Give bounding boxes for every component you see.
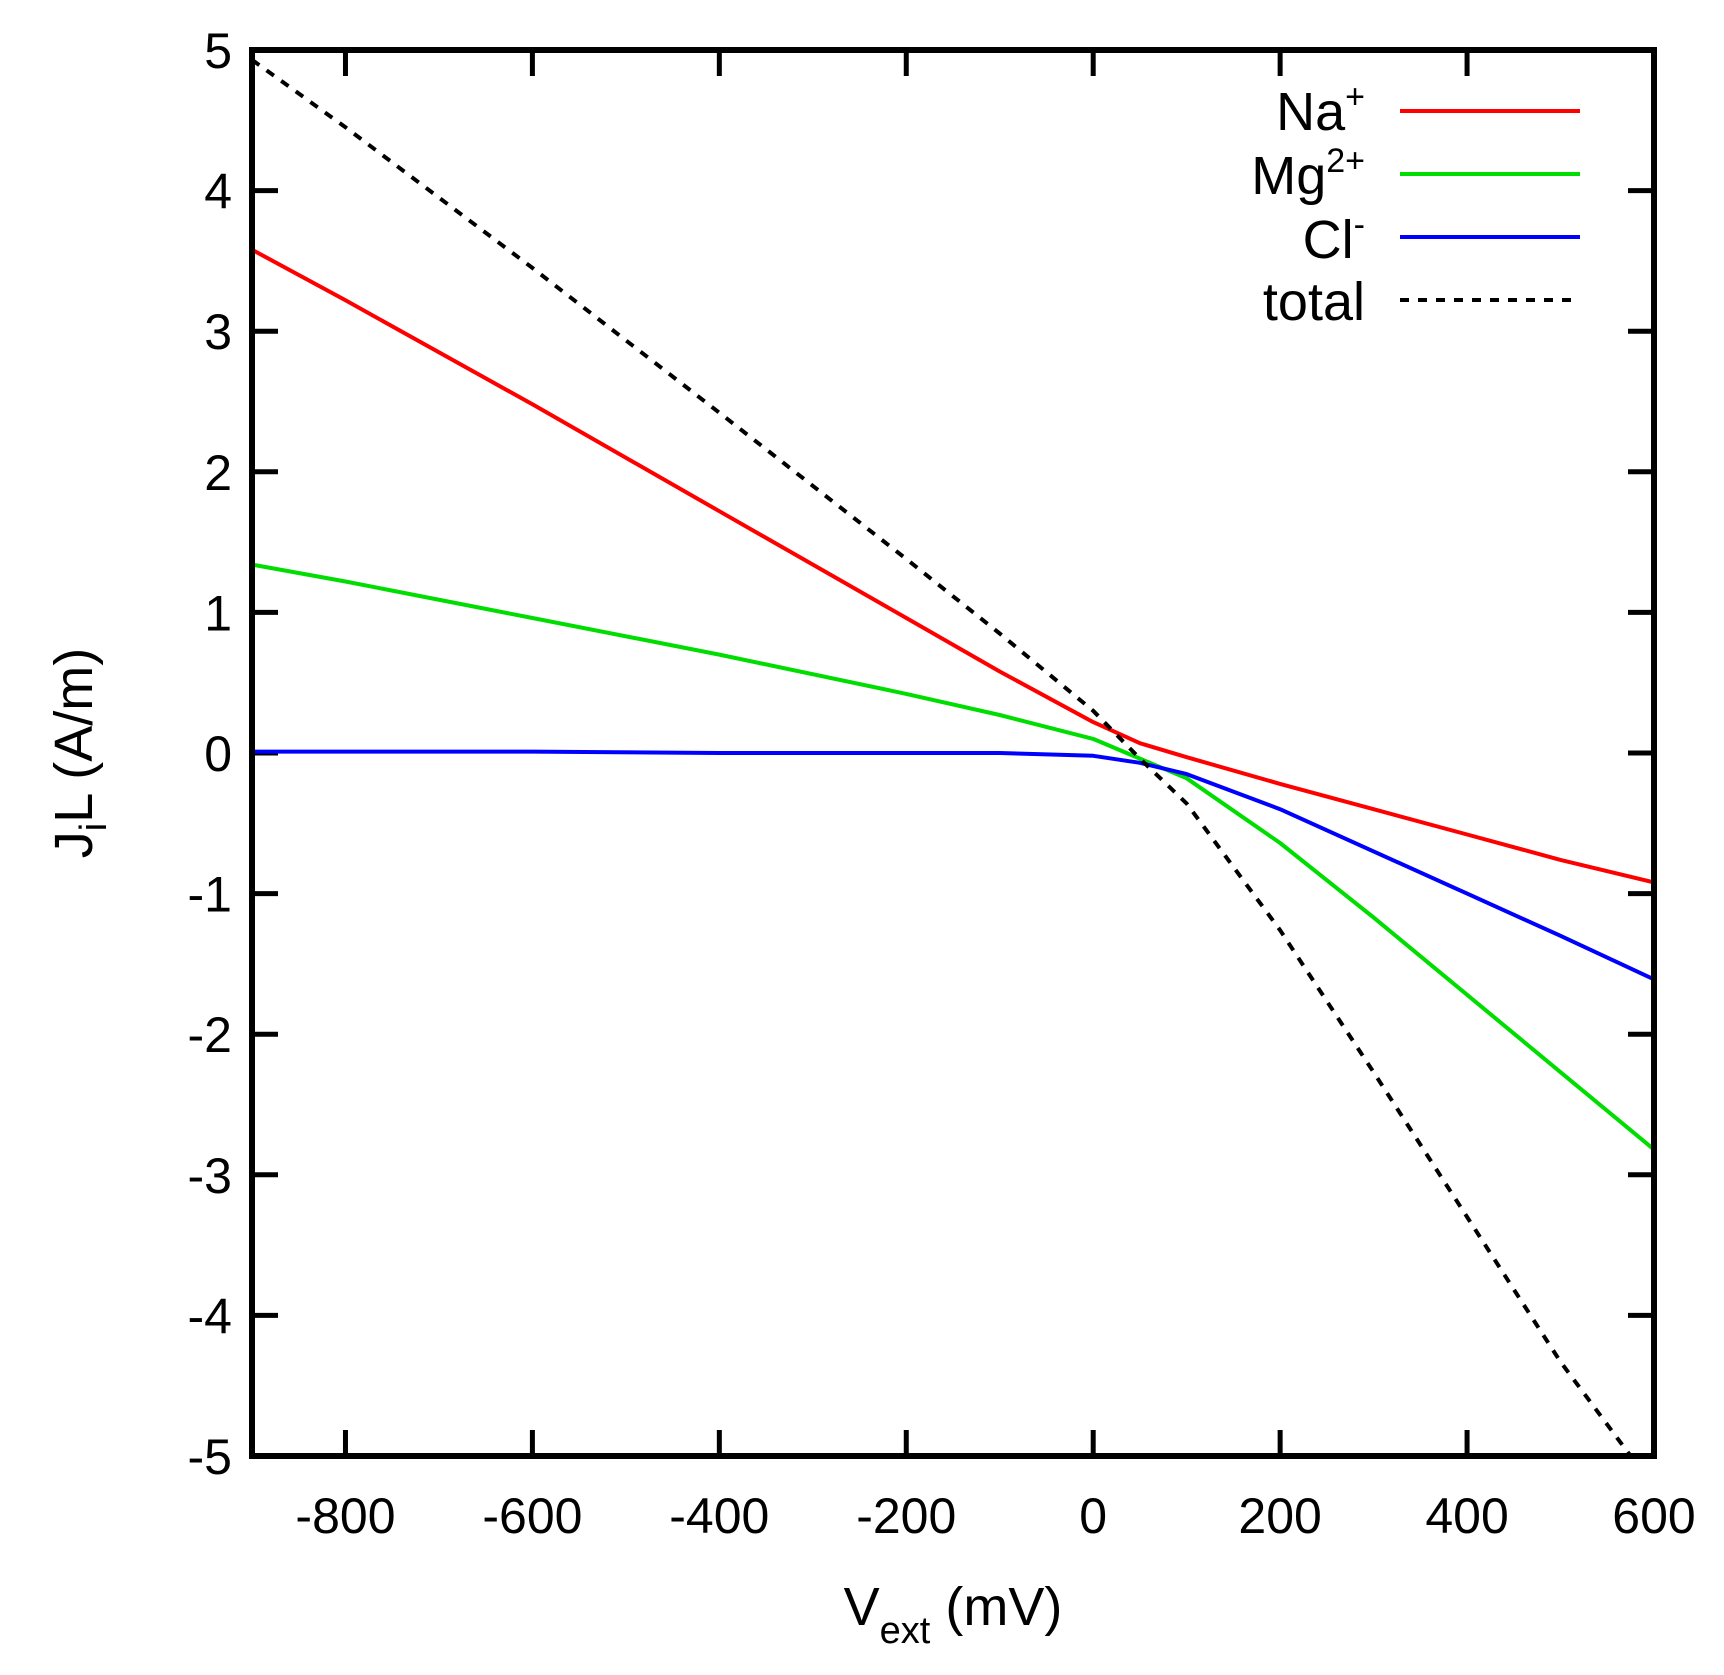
x-tick-label: 600 bbox=[1612, 1488, 1695, 1544]
x-tick-label: -600 bbox=[482, 1488, 582, 1544]
x-tick-label: -800 bbox=[295, 1488, 395, 1544]
y-tick-label: 1 bbox=[204, 585, 232, 641]
x-axis-title: Vext (mV) bbox=[844, 1577, 1063, 1652]
legend: Na+ Mg2+ Cl- total bbox=[1251, 78, 1580, 332]
x-tick-label: 0 bbox=[1079, 1488, 1107, 1544]
y-tick-label: -1 bbox=[188, 867, 232, 923]
x-axis-title-rest: (mV) bbox=[930, 1577, 1062, 1637]
tick-labels: -800 -600 -400 -200 0 200 400 600 -5 -4 -3 -2 -1 0 1 2 3… bbox=[188, 23, 1696, 1544]
y-tick-label: -2 bbox=[188, 1007, 232, 1063]
y-tick-label: -3 bbox=[188, 1148, 232, 1204]
y-tick-label: 0 bbox=[204, 726, 232, 782]
legend-entry-na: Na+ bbox=[1276, 78, 1580, 142]
plot-frame bbox=[249, 47, 1657, 1459]
x-tick-label: 400 bbox=[1425, 1488, 1508, 1544]
legend-entry-mg: Mg2+ bbox=[1251, 142, 1580, 206]
y-axis-title-rest: L (A/m) bbox=[44, 648, 104, 823]
series-lines bbox=[252, 58, 1654, 1456]
y-tick-label: 3 bbox=[204, 304, 232, 360]
series-line-total bbox=[252, 58, 1633, 1456]
y-axis-title-main: J bbox=[44, 831, 104, 858]
legend-label-cl: Cl- bbox=[1303, 206, 1365, 270]
x-tick-label: -200 bbox=[856, 1488, 956, 1544]
series-line-na bbox=[252, 247, 1654, 885]
y-axis-title-sub: i bbox=[73, 823, 115, 831]
x-tick-label: 200 bbox=[1238, 1488, 1321, 1544]
y-tick-label: 4 bbox=[204, 164, 232, 220]
legend-entry-cl: Cl- bbox=[1303, 206, 1580, 270]
y-axis-title: JiL (A/m) bbox=[44, 648, 115, 858]
series-line-cl bbox=[252, 749, 1654, 982]
legend-entry-total: total bbox=[1263, 272, 1580, 332]
x-axis-title-sub: ext bbox=[880, 1610, 931, 1652]
y-tick-label: -5 bbox=[188, 1429, 232, 1485]
legend-label-total: total bbox=[1263, 272, 1365, 332]
legend-label-na: Na+ bbox=[1276, 78, 1365, 142]
x-axis-title-main: V bbox=[844, 1577, 880, 1637]
series-line-mg bbox=[252, 562, 1654, 1152]
y-tick-label: -4 bbox=[188, 1288, 232, 1344]
y-tick-label: 2 bbox=[204, 445, 232, 501]
y-tick-label: 5 bbox=[204, 23, 232, 79]
legend-label-mg: Mg2+ bbox=[1251, 142, 1365, 206]
x-tick-label: -400 bbox=[669, 1488, 769, 1544]
